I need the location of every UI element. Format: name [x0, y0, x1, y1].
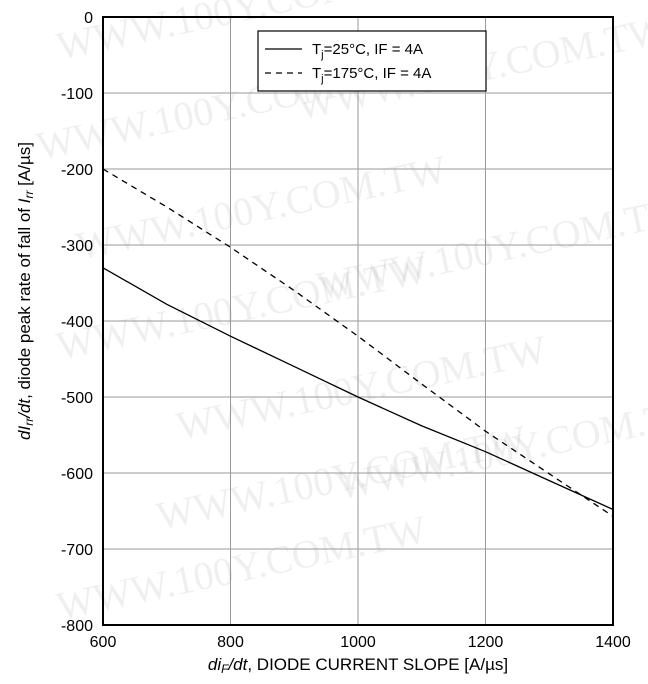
y-tick-label: -600: [61, 466, 93, 483]
y-tick-labels: 0 -100 -200 -300 -400 -500 -600 -700 -800: [61, 10, 93, 635]
watermark-text: WWW.100Y.COM.TW: [53, 506, 431, 628]
x-tick-label: 1000: [340, 634, 376, 651]
x-tick-labels: 600 800 1000 1200 1400: [90, 634, 631, 651]
series-lines: [102, 168, 614, 517]
y-tick-label: -100: [61, 86, 93, 103]
x-tick-label: 800: [217, 634, 244, 651]
legend-box: [257, 30, 487, 92]
series-line-175c: [102, 168, 614, 517]
watermark-layer: WWW.100Y.COM.TWWWW.100Y.COM.TWWWW.100Y.C…: [33, 0, 648, 629]
x-tick-label: 1400: [595, 634, 631, 651]
x-tick-label: 600: [90, 634, 117, 651]
plot-frame: [102, 16, 614, 626]
series-line-25c: [102, 267, 614, 511]
y-axis-label: dIrr/dt, diode peak rate of fall of Irr …: [15, 142, 36, 440]
y-tick-label: -700: [61, 542, 93, 559]
y-tick-label: -300: [61, 238, 93, 255]
x-tick-label: 1200: [468, 634, 504, 651]
y-tick-label: -500: [61, 390, 93, 407]
y-tick-label: -400: [61, 314, 93, 331]
legend: Tj=25°C, IF = 4A Tj=175°C, IF = 4A: [257, 30, 487, 92]
y-tick-label: 0: [84, 10, 93, 27]
y-tick-label: -800: [61, 618, 93, 635]
y-tick-label: -200: [61, 162, 93, 179]
legend-entry-25c: Tj=25°C, IF = 4A: [312, 41, 423, 61]
x-axis-label: diF/dt, DIODE CURRENT SLOPE [A/µs]: [208, 655, 508, 676]
legend-entry-175c: Tj=175°C, IF = 4A: [312, 65, 431, 85]
